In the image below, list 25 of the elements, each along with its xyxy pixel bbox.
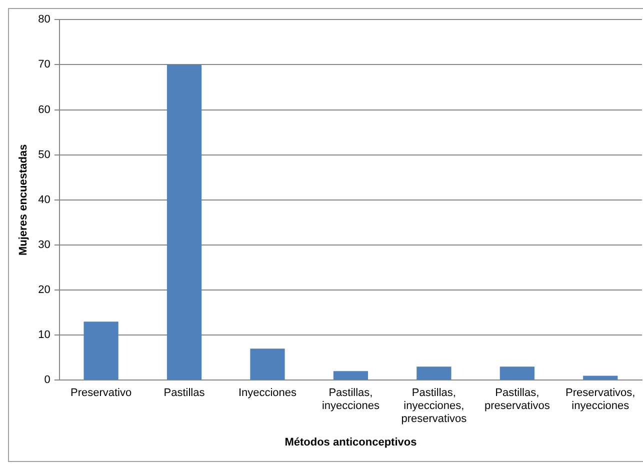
y-tick-label: 70 [38, 58, 50, 71]
x-tick-label: Pastillas, preservativos [484, 386, 550, 412]
bar [416, 366, 452, 380]
bar [166, 64, 202, 380]
bar [583, 376, 618, 380]
y-tick-label: 30 [38, 239, 50, 252]
y-tick-label: 10 [38, 329, 50, 342]
x-tick-label: Pastillas, inyecciones [322, 386, 380, 412]
x-tick-label: Pastillas, inyecciones, preservativos [401, 386, 468, 426]
y-axis-title: Mujeres encuestadas [18, 144, 30, 256]
bar [333, 371, 368, 380]
bar [500, 366, 534, 380]
y-tick-label: 0 [44, 374, 50, 386]
x-tick-label: Pastillas [164, 386, 206, 399]
y-tick-label: 40 [38, 194, 50, 206]
bar [250, 348, 285, 380]
y-tick-label: 50 [38, 148, 50, 161]
y-tick-label: 80 [38, 14, 50, 26]
bar [84, 322, 118, 380]
x-axis-title: Métodos anticonceptivos [284, 436, 417, 448]
y-tick-label: 60 [38, 104, 50, 116]
x-tick-label: Preservativos, inyecciones [566, 386, 636, 412]
x-tick-label: Preservativo [70, 386, 132, 399]
y-tick-label: 20 [38, 284, 50, 296]
x-tick-label: Inyecciones [238, 386, 298, 399]
